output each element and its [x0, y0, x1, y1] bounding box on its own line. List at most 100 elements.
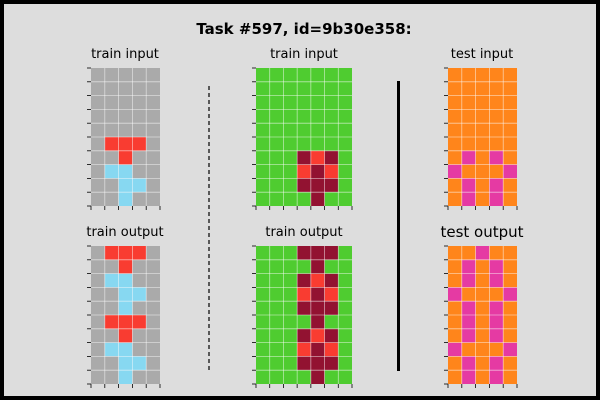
grid-cell	[475, 81, 490, 96]
grid-cell	[297, 137, 311, 151]
grid-cell	[448, 123, 462, 137]
grid-cell	[338, 273, 352, 288]
grid-cell	[448, 273, 462, 288]
grid-cell	[132, 164, 147, 179]
grid-cell	[475, 164, 490, 179]
grid-cell	[146, 287, 160, 302]
grid-cell	[104, 328, 119, 343]
grid-cell	[448, 301, 462, 315]
grid-cell	[324, 273, 339, 288]
grid-cell	[91, 109, 105, 124]
grid-cell	[489, 164, 504, 179]
grid-cell	[118, 178, 133, 193]
grid-cell	[91, 192, 105, 206]
grid-cell	[448, 315, 462, 329]
grid-cell	[475, 315, 490, 329]
grid-cell	[118, 315, 133, 329]
grid-cell	[448, 68, 462, 82]
grid-cell	[146, 178, 160, 193]
grid-cell	[310, 287, 325, 302]
train-output-1-label: train output	[86, 225, 164, 240]
grid-cell	[91, 287, 105, 302]
grid-cell	[489, 328, 504, 343]
grid-cell	[146, 273, 160, 288]
grid-cell	[104, 356, 119, 371]
grid-cell	[132, 370, 147, 384]
grid-cell	[256, 370, 270, 384]
grid-cell	[448, 246, 462, 260]
grid-cell	[118, 356, 133, 371]
grid-cell	[503, 356, 517, 371]
grid-cell	[297, 68, 311, 82]
grid-cell	[91, 246, 105, 260]
grid-cell	[475, 273, 490, 288]
grid-cell	[256, 259, 270, 274]
grid-cell	[91, 273, 105, 288]
grid-cell	[269, 328, 284, 343]
grid-cell	[324, 68, 339, 82]
train-input-1-grid	[87, 67, 161, 210]
grid-cell	[461, 342, 476, 357]
grid-cell	[146, 342, 160, 357]
grid-cell	[338, 150, 352, 165]
grid-cell	[448, 95, 462, 110]
grid-cell	[448, 259, 462, 274]
grid-cell	[324, 95, 339, 110]
grid-cell	[503, 315, 517, 329]
grid-cell	[310, 192, 325, 206]
grid-cell	[310, 109, 325, 124]
grid-cell	[283, 123, 298, 137]
grid-cell	[256, 150, 270, 165]
grid-cell	[104, 246, 119, 260]
grid-cell	[256, 81, 270, 96]
grid-cell	[297, 370, 311, 384]
grid-cell	[297, 342, 311, 357]
grid-cell	[132, 259, 147, 274]
grid-cell	[297, 356, 311, 371]
grid-cell	[146, 95, 160, 110]
grid-cell	[297, 164, 311, 179]
grid-cell	[489, 259, 504, 274]
grid-cell	[448, 328, 462, 343]
grid-cell	[256, 356, 270, 371]
grid-cell	[503, 287, 517, 302]
grid-cell	[324, 315, 339, 329]
grid-cell	[310, 178, 325, 193]
grid-cell	[324, 81, 339, 96]
grid-cell	[91, 95, 105, 110]
grid-cell	[475, 68, 490, 82]
grid-cell	[503, 273, 517, 288]
grid-cell	[104, 150, 119, 165]
grid-cell	[503, 95, 517, 110]
grid-cell	[489, 192, 504, 206]
grid-cell	[475, 137, 490, 151]
grid-cell	[310, 150, 325, 165]
grid-cell	[448, 109, 462, 124]
grid-cell	[104, 259, 119, 274]
grid-cell	[256, 123, 270, 137]
grid-cell	[475, 192, 490, 206]
grid-cell	[269, 81, 284, 96]
grid-cell	[461, 246, 476, 260]
grid-cell	[146, 81, 160, 96]
grid-cell	[310, 95, 325, 110]
test-output-label: test output	[440, 223, 524, 241]
grid-cell	[297, 150, 311, 165]
grid-cell	[461, 259, 476, 274]
grid-cell	[461, 356, 476, 371]
grid-cell	[118, 259, 133, 274]
grid-cell	[503, 137, 517, 151]
grid-cell	[324, 164, 339, 179]
grid-cell	[91, 342, 105, 357]
grid-cell	[324, 287, 339, 302]
grid-cell	[324, 150, 339, 165]
grid-cell	[146, 370, 160, 384]
grid-cell	[132, 246, 147, 260]
grid-cell	[297, 123, 311, 137]
grid-cell	[132, 356, 147, 371]
grid-cell	[269, 356, 284, 371]
grid-cell	[118, 109, 133, 124]
train-input-1-label: train input	[91, 47, 159, 62]
grid-cell	[338, 246, 352, 260]
